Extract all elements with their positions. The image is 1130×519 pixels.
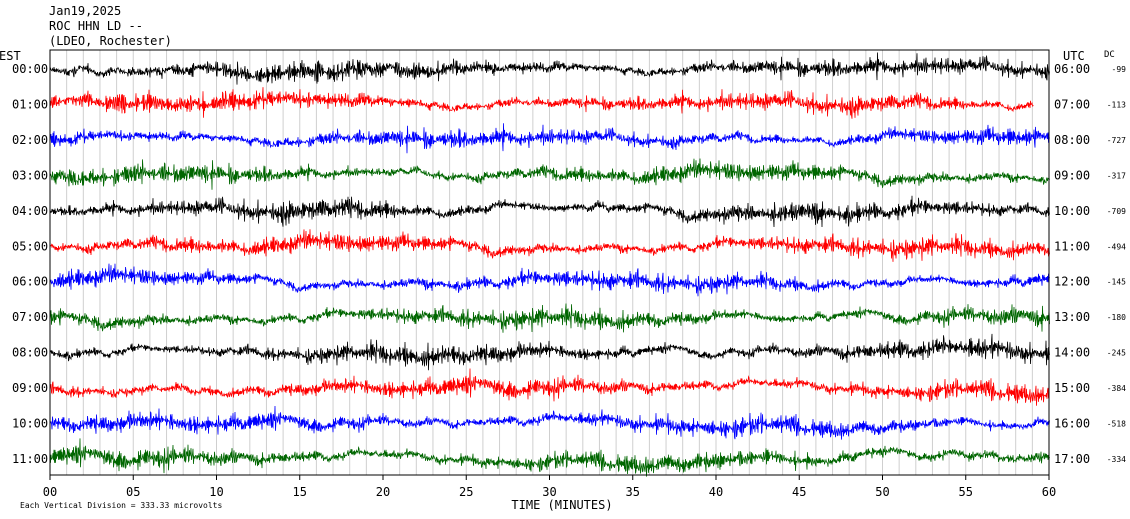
dc-label: -518 bbox=[1107, 420, 1126, 429]
est-label: 08:00 bbox=[12, 346, 48, 360]
trace-0300 bbox=[49, 158, 1050, 190]
header-network: (LDEO, Rochester) bbox=[49, 34, 172, 48]
utc-label: 17:00 bbox=[1054, 452, 1090, 466]
x-tick-label: 40 bbox=[709, 485, 723, 499]
est-label: 09:00 bbox=[12, 381, 48, 395]
est-label: 02:00 bbox=[12, 133, 48, 147]
x-tick-label: 45 bbox=[792, 485, 806, 499]
est-label: 11:00 bbox=[12, 452, 48, 466]
dc-label: -113 bbox=[1107, 100, 1126, 109]
x-tick-label: 10 bbox=[209, 485, 223, 499]
x-tick-label: 55 bbox=[959, 485, 973, 499]
trace-0600 bbox=[49, 263, 1050, 297]
x-tick-label: 00 bbox=[43, 485, 57, 499]
est-label: 06:00 bbox=[12, 275, 48, 289]
trace-0500 bbox=[49, 229, 1050, 262]
est-label: 10:00 bbox=[12, 417, 48, 431]
utc-label: 14:00 bbox=[1054, 346, 1090, 360]
utc-label: 07:00 bbox=[1054, 97, 1090, 111]
est-label: 00:00 bbox=[12, 62, 48, 76]
x-axis-label: TIME (MINUTES) bbox=[511, 498, 612, 512]
utc-label: 09:00 bbox=[1054, 168, 1090, 182]
trace-1000 bbox=[49, 405, 1050, 440]
x-tick-label: 35 bbox=[626, 485, 640, 499]
dc-label: -709 bbox=[1107, 207, 1126, 216]
est-label: 03:00 bbox=[12, 168, 48, 182]
dc-title: DC bbox=[1104, 50, 1115, 60]
right-axis-title: UTC bbox=[1063, 49, 1085, 63]
trace-1100 bbox=[49, 438, 1050, 477]
x-tick-label: 05 bbox=[126, 485, 140, 499]
est-label: 07:00 bbox=[12, 310, 48, 324]
utc-label: 12:00 bbox=[1054, 275, 1090, 289]
trace-0200 bbox=[49, 123, 1050, 154]
scale-note: Each Vertical Division = 333.33 microvol… bbox=[20, 501, 222, 510]
dc-label: -245 bbox=[1107, 349, 1126, 358]
dc-label: -494 bbox=[1107, 242, 1126, 251]
header-date: Jan19,2025 bbox=[49, 4, 122, 18]
left-axis-title: EST bbox=[0, 49, 21, 63]
dc-label: -727 bbox=[1107, 136, 1126, 145]
est-label: 01:00 bbox=[12, 97, 48, 111]
dc-label: -334 bbox=[1107, 455, 1126, 464]
x-tick-label: 30 bbox=[542, 485, 556, 499]
utc-label: 16:00 bbox=[1054, 417, 1090, 431]
trace-0400 bbox=[49, 195, 1050, 228]
trace-0000 bbox=[49, 52, 1050, 85]
dc-label: -384 bbox=[1107, 384, 1126, 393]
utc-label: 10:00 bbox=[1054, 204, 1090, 218]
trace-0700 bbox=[49, 303, 1050, 333]
x-tick-label: 25 bbox=[459, 485, 473, 499]
seismic-traces bbox=[49, 52, 1050, 477]
x-tick-label: 60 bbox=[1042, 485, 1056, 499]
trace-0100 bbox=[49, 87, 1034, 119]
x-tick-label: 15 bbox=[293, 485, 307, 499]
est-label: 05:00 bbox=[12, 239, 48, 253]
header-station: ROC HHN LD -- bbox=[49, 19, 143, 33]
x-tick-label: 20 bbox=[376, 485, 390, 499]
utc-label: 08:00 bbox=[1054, 133, 1090, 147]
dc-label: -145 bbox=[1107, 278, 1126, 287]
utc-label: 15:00 bbox=[1054, 381, 1090, 395]
x-axis-ticks: 00 05 10 15 20 25 30 35 40 45 50 55 60 bbox=[43, 475, 1056, 499]
est-label: 04:00 bbox=[12, 204, 48, 218]
dc-label: -317 bbox=[1107, 171, 1126, 180]
trace-0800 bbox=[49, 333, 1050, 371]
row-labels: 00:00 06:00 -99 01:00 07:00 -113 02:00 08:00 -72… bbox=[12, 62, 1126, 466]
utc-label: 13:00 bbox=[1054, 310, 1090, 324]
minute-gridlines bbox=[66, 50, 1033, 475]
utc-label: 11:00 bbox=[1054, 239, 1090, 253]
utc-label: 06:00 bbox=[1054, 62, 1090, 76]
dc-label: -99 bbox=[1112, 65, 1127, 74]
dc-label: -180 bbox=[1107, 313, 1126, 322]
trace-0900 bbox=[49, 368, 1050, 406]
x-tick-label: 50 bbox=[875, 485, 889, 499]
